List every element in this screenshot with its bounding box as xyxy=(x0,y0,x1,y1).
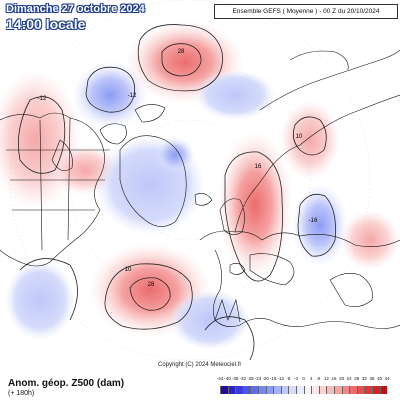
scale-swatch xyxy=(258,386,266,394)
scale-label: 20 xyxy=(339,376,345,381)
scale-label: -28 xyxy=(247,376,254,381)
scale-label: -16 xyxy=(269,376,277,381)
scale-label: 24 xyxy=(346,376,352,381)
scale-label: 0 xyxy=(302,376,305,381)
contour-label-low-west: -12 xyxy=(38,96,47,102)
scale-swatch xyxy=(364,386,372,394)
contour-label-low-asia: -16 xyxy=(309,218,318,224)
legend-lead-time: (+ 180h) xyxy=(8,390,35,397)
scale-swatch xyxy=(341,386,350,394)
scale-label: -32 xyxy=(239,376,247,381)
scale-label: -4 xyxy=(293,376,298,381)
forecast-time: 14:00 locale xyxy=(6,16,86,32)
coastlines xyxy=(0,49,400,329)
contour-lines xyxy=(17,24,336,361)
scale-label: 36 xyxy=(369,376,375,381)
scale-label: -40 xyxy=(224,376,231,381)
copyright-text: Copyright (C) 2024 Meteociel.fr xyxy=(158,362,242,368)
scale-label: 44 xyxy=(384,376,390,381)
scale-label: -44 xyxy=(216,376,224,381)
map-panel: 28 -12 -12 10 28 10 16 -16 Dimanche 27 o… xyxy=(0,0,400,368)
scale-label: -24 xyxy=(254,376,262,381)
scale-swatch xyxy=(318,386,327,394)
anomaly-shading xyxy=(0,20,400,350)
scale-swatch xyxy=(235,386,243,394)
scale-swatch xyxy=(326,386,334,394)
scale-swatch xyxy=(303,386,312,394)
scale-swatch xyxy=(379,386,388,394)
scale-swatch xyxy=(227,386,236,394)
scale-label: -20 xyxy=(262,376,269,381)
scale-swatch xyxy=(265,386,274,394)
scale-label: -12 xyxy=(277,376,285,381)
scale-label: 16 xyxy=(331,376,337,381)
scale-swatch xyxy=(356,386,365,394)
contour-label-ten-asia: 10 xyxy=(296,134,303,140)
scale-label: -8 xyxy=(286,376,291,381)
anomaly-map: 28 -12 -12 10 28 10 16 -16 xyxy=(0,0,400,361)
contour-label-high-atlantic: 28 xyxy=(148,282,155,288)
legend-title: Anom. géop. Z500 (dam) xyxy=(8,378,125,389)
contour-label-ten-atlantic: 10 xyxy=(125,267,132,273)
scale-swatch xyxy=(220,386,228,394)
contour-labels: 28 -12 -12 10 28 10 16 -16 xyxy=(38,49,318,288)
scale-label: 32 xyxy=(361,376,367,381)
contour-label-low-northwest: -12 xyxy=(128,93,137,99)
scale-swatch xyxy=(296,386,304,394)
contour-label-high-north: 28 xyxy=(178,49,185,55)
scale-label: 28 xyxy=(354,376,360,381)
scale-swatch xyxy=(311,386,319,394)
scale-swatch xyxy=(349,386,357,394)
contour-label-sixteen-siberia: 16 xyxy=(255,164,262,170)
color-scale: -44 -40 -36 -32 -28 -24 -20 -16 -12 -8 -4 0 4 8 12 16 20… xyxy=(216,376,396,398)
scale-label: -36 xyxy=(231,376,239,381)
graticule xyxy=(9,0,371,361)
scale-swatch xyxy=(273,386,281,394)
scale-swatch xyxy=(372,386,380,394)
scale-label: 12 xyxy=(323,376,329,381)
forecast-date: Dimanche 27 octobre 2024 xyxy=(6,3,145,15)
scale-swatch xyxy=(280,386,289,394)
scale-label: 40 xyxy=(377,376,383,381)
scale-label: 4 xyxy=(309,376,313,381)
scale-swatch xyxy=(250,386,258,394)
model-run-label: Ensemble GEFS ( Moyenne ) - 00 Z du 20/1… xyxy=(214,4,398,19)
scale-label: 8 xyxy=(317,376,321,381)
scale-swatch xyxy=(288,386,296,394)
scale-swatch xyxy=(242,386,251,394)
scale-swatch xyxy=(334,386,342,394)
